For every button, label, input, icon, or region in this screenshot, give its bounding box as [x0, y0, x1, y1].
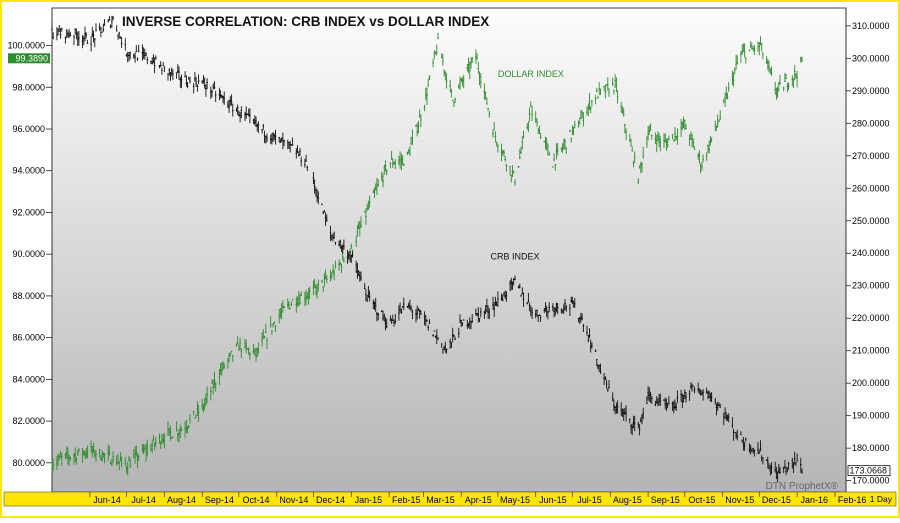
right-tick-label: 250.0000	[852, 216, 890, 226]
left-tick-label: 98.0000	[12, 82, 45, 92]
left-tick-label: 100.0000	[7, 41, 45, 51]
right-axis-panel	[846, 8, 896, 492]
time-tick-label: Dec-14	[316, 495, 345, 505]
dollar-index-label: DOLLAR INDEX	[498, 69, 564, 79]
right-tick-label: 270.0000	[852, 151, 890, 161]
right-tick-label: 300.0000	[852, 53, 890, 63]
crb-index-series	[51, 15, 803, 482]
right-tick-label: 240.0000	[852, 248, 890, 258]
time-axis: Jun-14 Jul-14 Aug-14 Sep-14 Oct-14 Nov-14 Dec-…	[89, 492, 867, 505]
right-tick-label: 230.0000	[852, 281, 890, 291]
time-tick-label: Mar-15	[426, 495, 455, 505]
time-tick-label: Dec-15	[762, 495, 791, 505]
left-tick-label: 88.0000	[12, 291, 45, 301]
dollar-last-value-tag	[8, 53, 50, 64]
time-tick-label: Jul-15	[577, 495, 602, 505]
interval-label: 1 Day	[870, 494, 893, 504]
crb-last-value: 173.0668	[849, 466, 887, 476]
right-tick-label: 210.0000	[852, 346, 890, 356]
plot-area	[51, 7, 847, 493]
time-tick-label: Apr-15	[465, 495, 492, 505]
right-tick-label: 190.0000	[852, 411, 890, 421]
time-tick-label: Jan-16	[800, 495, 828, 505]
left-tick-label: 82.0000	[12, 416, 45, 426]
time-tick-label: Jun-15	[539, 495, 567, 505]
watermark: DTN ProphetX®	[766, 481, 839, 492]
time-tick-label: Oct-14	[242, 495, 269, 505]
left-tick-label: 90.0000	[12, 249, 45, 259]
time-axis-bar	[3, 491, 897, 507]
time-tick-label: Jun-14	[93, 495, 121, 505]
right-tick-label: 310.0000	[852, 21, 890, 31]
time-tick-label: Jul-14	[131, 495, 156, 505]
right-tick-label: 220.0000	[852, 313, 890, 323]
right-tick-label: 200.0000	[852, 378, 890, 388]
dollar-index-series	[51, 32, 803, 476]
time-tick-label: Sep-14	[205, 495, 234, 505]
time-tick-label: Aug-14	[167, 495, 196, 505]
right-tick-label: 170.0000	[852, 476, 890, 486]
left-tick-label: 84.0000	[12, 374, 45, 384]
crb-index-label: CRB INDEX	[491, 252, 540, 262]
left-tick-label: 92.0000	[12, 207, 45, 217]
crb-last-value-tag	[847, 465, 891, 477]
right-tick-label: 260.0000	[852, 183, 890, 193]
time-tick-label: May-15	[500, 495, 530, 505]
right-axis: 310.0000 300.0000 290.0000 280.0000 270.0000…	[846, 21, 890, 486]
left-tick-label: 96.0000	[12, 124, 45, 134]
time-tick-label: Sep-15	[651, 495, 680, 505]
right-tick-label: 290.0000	[852, 86, 890, 96]
time-tick-label: Jan-15	[355, 495, 383, 505]
dollar-last-value: 99.3890	[15, 53, 48, 63]
series-layer	[51, 15, 803, 482]
left-tick-label: 86.0000	[12, 333, 45, 343]
left-tick-label: 80.0000	[12, 458, 45, 468]
left-axis-panel	[4, 8, 52, 492]
time-tick-label: Oct-15	[688, 495, 715, 505]
left-tick-label: 94.0000	[12, 166, 45, 176]
dollar-index-bars	[51, 32, 803, 476]
left-axis: 100.0000 98.0000 96.0000 94.0000 92.0000 90.0…	[7, 41, 52, 468]
time-tick-label: Feb-16	[838, 495, 867, 505]
time-tick-label: Aug-15	[613, 495, 642, 505]
right-tick-label: 280.0000	[852, 118, 890, 128]
time-tick-label: Nov-14	[279, 495, 308, 505]
chart-title: INVERSE CORRELATION: CRB INDEX vs DOLLAR…	[122, 14, 489, 29]
time-tick-label: Feb-15	[392, 495, 421, 505]
time-tick-label: Nov-15	[725, 495, 754, 505]
crb-index-bars	[51, 15, 803, 482]
right-tick-label: 180.0000	[852, 443, 890, 453]
